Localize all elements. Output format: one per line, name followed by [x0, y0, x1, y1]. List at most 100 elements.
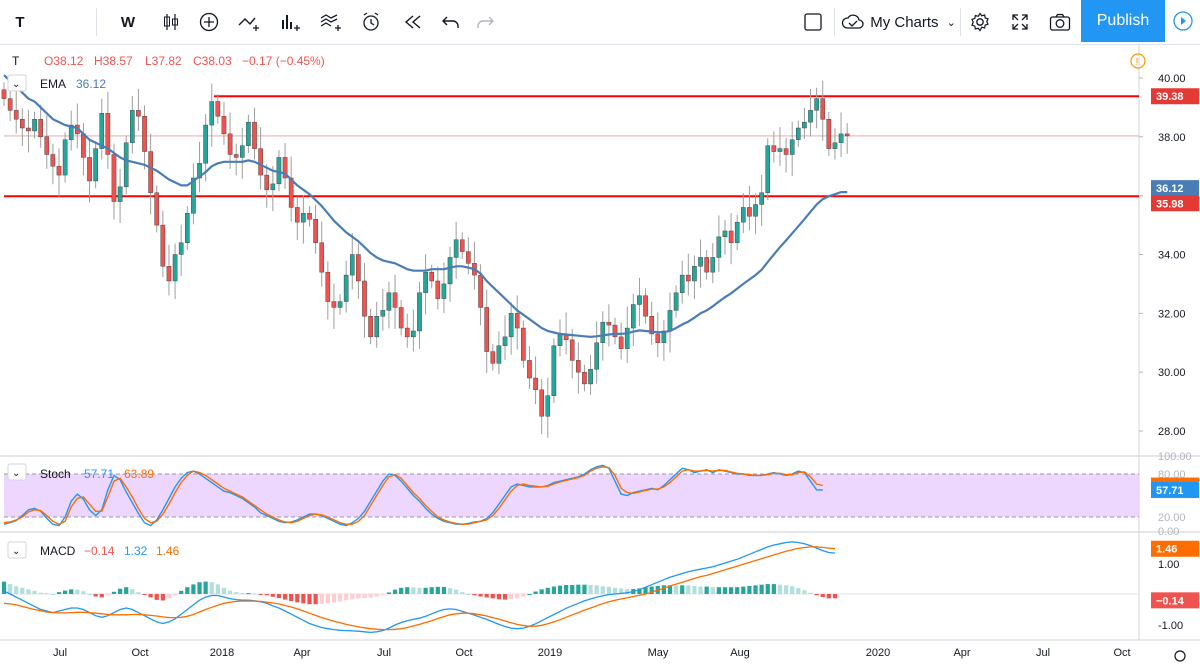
fullscreen-icon[interactable] — [1004, 0, 1036, 44]
time-axis-label: May — [648, 647, 669, 659]
macd-histogram-bar — [557, 585, 563, 594]
candle-body — [508, 313, 514, 338]
warning-icon[interactable] — [1130, 53, 1146, 69]
my-charts-menu[interactable]: My Charts ⌄ — [838, 0, 958, 44]
macd-histogram-bar — [307, 594, 312, 605]
candle-body — [783, 148, 789, 155]
macd-histogram-bar — [722, 587, 728, 594]
candle-body — [32, 118, 37, 132]
candle-body — [789, 139, 795, 155]
candle-body — [600, 321, 606, 343]
macd-histogram-bar — [582, 584, 587, 594]
macd-histogram-bar — [172, 594, 178, 596]
add-icon[interactable] — [194, 0, 224, 44]
macd-histogram-bar — [362, 594, 367, 599]
price-axis[interactable]: 40.0038.0036.0034.0032.0030.0028.00100.0… — [1139, 73, 1199, 632]
collapse-toggle[interactable] — [7, 74, 27, 92]
candle-body — [844, 133, 850, 137]
alert-icon[interactable] — [356, 0, 388, 44]
candle-body — [166, 266, 172, 282]
macd-histogram-bar — [661, 585, 666, 594]
macd-histogram-bar — [527, 594, 532, 595]
play-button[interactable] — [1166, 0, 1200, 42]
candle-body — [258, 148, 263, 176]
top-toolbar: T W My Charts ⌄ — [0, 0, 1200, 45]
macd-histogram-bar — [515, 594, 520, 599]
macd-histogram-bar — [826, 594, 831, 599]
candle-body — [649, 316, 654, 335]
cloud-icon — [840, 12, 866, 32]
stoch-collapse-toggle[interactable] — [7, 463, 27, 481]
candle-body — [716, 236, 722, 258]
gear-icon[interactable] — [1174, 650, 1186, 662]
time-axis[interactable]: Jul Oct 2018 Apr Jul Oct 2019 May Aug 2020 Apr Jul O… — [53, 647, 1131, 659]
symbol-search[interactable]: T — [15, 13, 25, 31]
macd-histogram-bar — [576, 584, 581, 594]
macd-histogram-bar — [643, 587, 648, 594]
stoch-legend: ⌄ Stoch 57.71 63.89 — [7, 463, 154, 481]
macd-histogram-bar — [606, 586, 611, 594]
candle-body — [429, 271, 435, 282]
macd-histogram-bar — [258, 594, 263, 595]
stoch-k-price-label: 57.71 — [1156, 485, 1184, 497]
replay-icon[interactable] — [398, 0, 428, 44]
chart-area[interactable]: 40.0038.0036.0034.0032.0030.0028.00100.0… — [0, 44, 1200, 668]
macd-histogram-bar — [460, 592, 465, 594]
candle-body — [264, 174, 270, 190]
publish-button[interactable]: Publish — [1081, 0, 1165, 42]
stoch-d-value: 63.89 — [124, 467, 154, 481]
camera-icon[interactable] — [1044, 0, 1076, 44]
macd-histogram-bar — [14, 586, 19, 594]
macd-histogram-bar — [8, 584, 13, 594]
macd-collapse-toggle[interactable] — [7, 541, 27, 559]
candle-body — [734, 221, 740, 243]
macd-histogram-bar — [81, 591, 86, 594]
macd-histogram-bar — [252, 593, 257, 595]
templates-icon[interactable] — [314, 0, 348, 44]
candle-body — [441, 283, 447, 299]
macd-histogram-bar — [240, 593, 245, 595]
macd-histogram-bar — [1, 581, 7, 594]
price-tick-label: 32.00 — [1158, 308, 1186, 320]
price-tick-label: 28.00 — [1158, 426, 1186, 438]
macd-histogram-bar — [344, 594, 349, 601]
macd-histogram-bar — [796, 588, 801, 594]
chevron-down-icon: ⌄ — [12, 468, 20, 479]
candle-body — [618, 336, 624, 349]
layout-icon[interactable] — [798, 0, 828, 44]
redo-icon[interactable] — [470, 0, 500, 44]
ema-line — [3, 74, 848, 339]
settings-icon[interactable] — [964, 0, 996, 44]
axis-settings[interactable] — [1174, 650, 1186, 662]
macd-tick-label: -1.00 — [1158, 620, 1183, 632]
candle-body — [160, 224, 166, 267]
macd-histogram-bar — [276, 594, 282, 599]
macd-histogram-bar — [148, 594, 153, 598]
macd-histogram-bar — [728, 587, 734, 594]
time-axis-label: 2019 — [538, 647, 562, 659]
candle-body — [496, 345, 502, 364]
candles-icon[interactable] — [156, 0, 186, 44]
bar-style-icon[interactable] — [274, 0, 308, 44]
legend-symbol: T — [12, 54, 20, 68]
candle-body — [521, 327, 526, 361]
candle-body — [826, 118, 832, 149]
candle-body — [466, 251, 471, 264]
macd-histogram-bar — [619, 588, 624, 594]
legend-change: −0.17 (−0.45%) — [242, 54, 325, 68]
candle-body — [655, 333, 661, 343]
macd-histogram-bar — [698, 586, 703, 594]
indicator-lines — [1, 74, 848, 634]
candle-body — [380, 310, 386, 317]
undo-icon[interactable] — [436, 0, 466, 44]
legend-open: O38.12 — [44, 54, 84, 68]
interval-button[interactable]: W — [120, 13, 136, 31]
candle-body — [423, 271, 428, 293]
chevron-down-icon: ⌄ — [12, 546, 20, 557]
stoch-label: Stoch — [40, 467, 71, 481]
macd-histogram-bar — [704, 586, 709, 594]
indicators-icon[interactable] — [232, 0, 266, 44]
candle-body — [221, 116, 227, 135]
candle-body — [692, 266, 697, 282]
macd-histogram-bar — [710, 587, 715, 594]
